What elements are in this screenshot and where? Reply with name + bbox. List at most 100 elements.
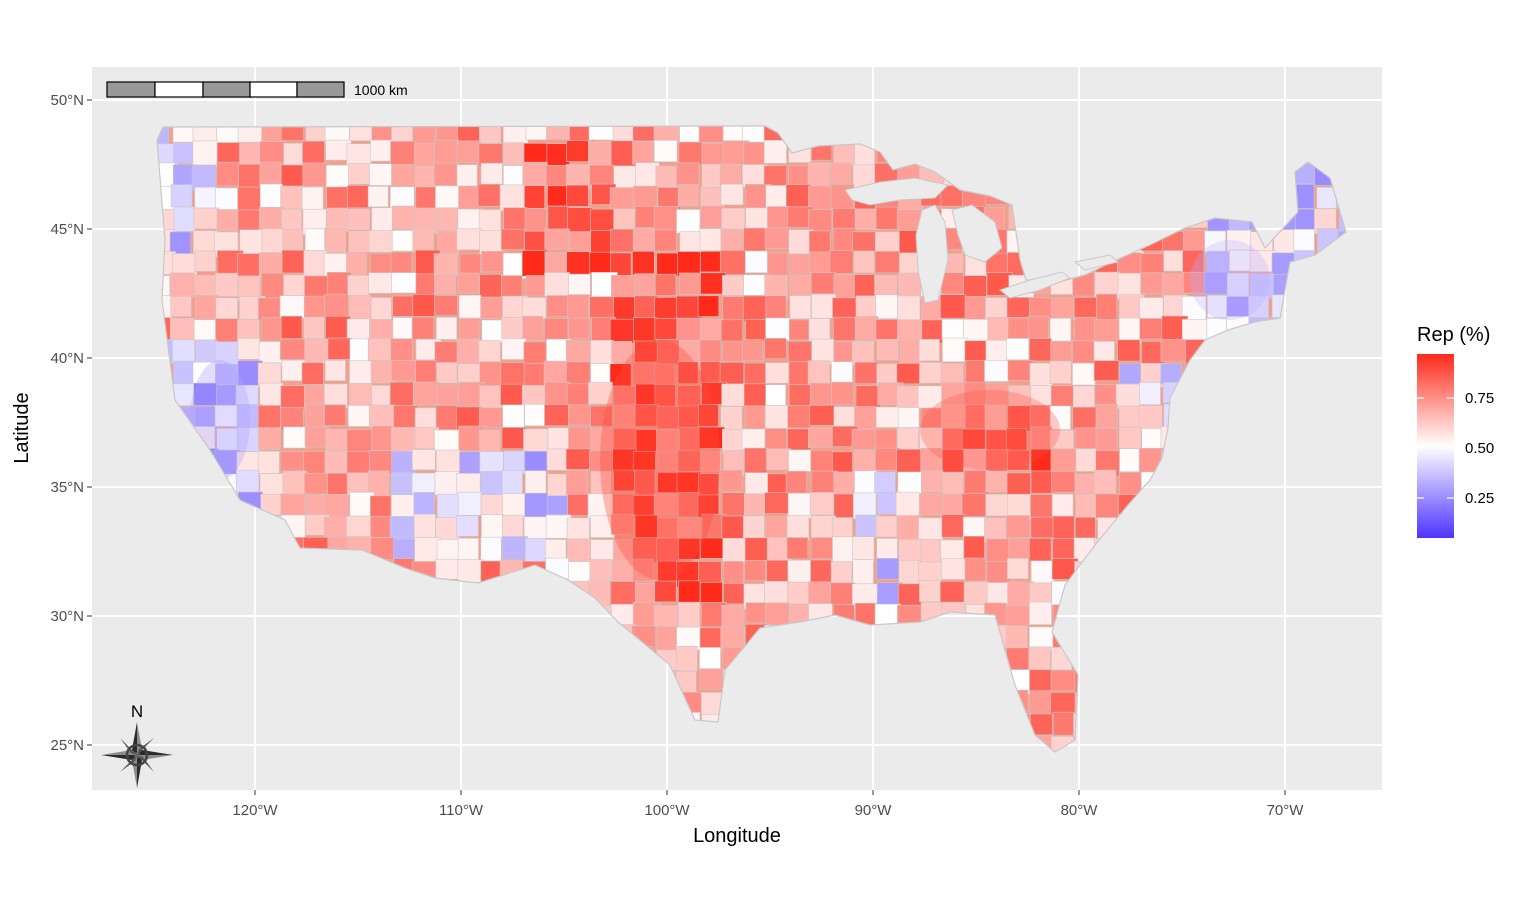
county-cell [722, 537, 747, 564]
county-cell [919, 492, 944, 516]
county-cell [875, 206, 899, 230]
county-cell [568, 426, 593, 452]
county-cell [303, 295, 326, 318]
county-cell [568, 273, 591, 295]
county-cell [941, 558, 966, 580]
county-cell [391, 494, 417, 521]
county-cell [500, 383, 525, 406]
county-cell [568, 561, 591, 583]
county-cell [697, 295, 720, 317]
county-cell [831, 517, 853, 540]
county-cell [411, 316, 435, 340]
county-cell [193, 319, 217, 341]
county-cell [480, 162, 503, 186]
county-cell [897, 319, 922, 341]
county-cell [808, 318, 831, 342]
county-cell [831, 361, 853, 386]
legend: Rep (%) 0.25 0.50 0.75 [1417, 324, 1494, 538]
county-cell [280, 185, 305, 210]
county-cell [1115, 383, 1141, 410]
county-cell [700, 582, 723, 605]
scale-segment-4 [249, 81, 298, 98]
county-cell [898, 559, 921, 585]
county-cell [656, 252, 679, 277]
county-cell [875, 294, 898, 319]
county-cell [523, 428, 549, 455]
county-cell [656, 338, 684, 366]
county-cell [480, 471, 503, 497]
county-cell [745, 602, 767, 624]
county-cell [1029, 601, 1052, 625]
y-tick-label-1: 30°N [50, 608, 84, 625]
x-axis-ticks: 120°W 110°W 100°W 90°W 80°W 70°W [232, 790, 1304, 819]
county-cell [522, 315, 544, 341]
county-cell [677, 602, 701, 629]
county-cell [1049, 317, 1072, 343]
county-cell [501, 469, 523, 496]
county-cell [391, 205, 417, 230]
county-cell [874, 274, 898, 298]
county-cell [280, 385, 305, 411]
county-cell [699, 318, 724, 342]
county-cell [1138, 405, 1163, 431]
legend-colorbar [1417, 354, 1454, 538]
county-cell [677, 361, 699, 384]
county-cell [433, 253, 458, 277]
county-cell [898, 539, 922, 564]
county-cell [566, 538, 594, 563]
county-cell [963, 581, 989, 606]
county-cell [436, 362, 458, 384]
county-cell [502, 514, 524, 538]
county-cell [1005, 515, 1030, 538]
county-cell [811, 470, 838, 497]
county-cell [634, 295, 658, 320]
county-cell [677, 184, 699, 207]
county-cell [435, 185, 460, 210]
county-cell [830, 162, 852, 184]
county-cell [369, 495, 392, 520]
county-cell [1030, 560, 1055, 586]
county-cell [259, 382, 284, 407]
county-cell [1140, 272, 1165, 294]
county-cell [215, 297, 238, 322]
county-cell [875, 406, 899, 428]
county-cell [1007, 405, 1035, 432]
county-cell [169, 231, 192, 255]
county-cell [501, 275, 523, 299]
county-cell [764, 516, 788, 540]
county-cell [1030, 516, 1056, 539]
county-cell [390, 472, 413, 497]
county-cell [853, 250, 875, 274]
y-tick-label-2: 35°N [50, 479, 84, 496]
county-cell [301, 362, 324, 385]
county-cell [788, 384, 813, 409]
legend-title: Rep (%) [1417, 324, 1490, 346]
county-cell [1029, 669, 1053, 693]
county-cell [810, 559, 832, 585]
county-cell [304, 426, 327, 448]
county-cell [764, 602, 790, 626]
county-cell [588, 381, 613, 405]
county-cell [368, 230, 394, 253]
county-cell [301, 186, 324, 211]
county-cell [961, 428, 986, 450]
county-cell [808, 209, 833, 234]
county-cell [215, 272, 238, 297]
county-cell [1139, 382, 1161, 405]
county-cell [193, 207, 220, 230]
lake-huron [951, 204, 1003, 263]
county-cell [480, 536, 502, 564]
county-cell [457, 559, 484, 583]
county-cell [743, 515, 765, 540]
county-cell [391, 272, 417, 294]
county-cell [259, 141, 286, 164]
newengland-overlay [1190, 240, 1270, 320]
county-cell [656, 626, 679, 651]
county-cell [1029, 582, 1052, 605]
county-cell [964, 296, 990, 322]
county-cell [481, 514, 505, 540]
county-cell [963, 535, 985, 560]
county-cell [324, 227, 347, 254]
county-cell [194, 250, 216, 272]
county-cell [456, 515, 479, 537]
